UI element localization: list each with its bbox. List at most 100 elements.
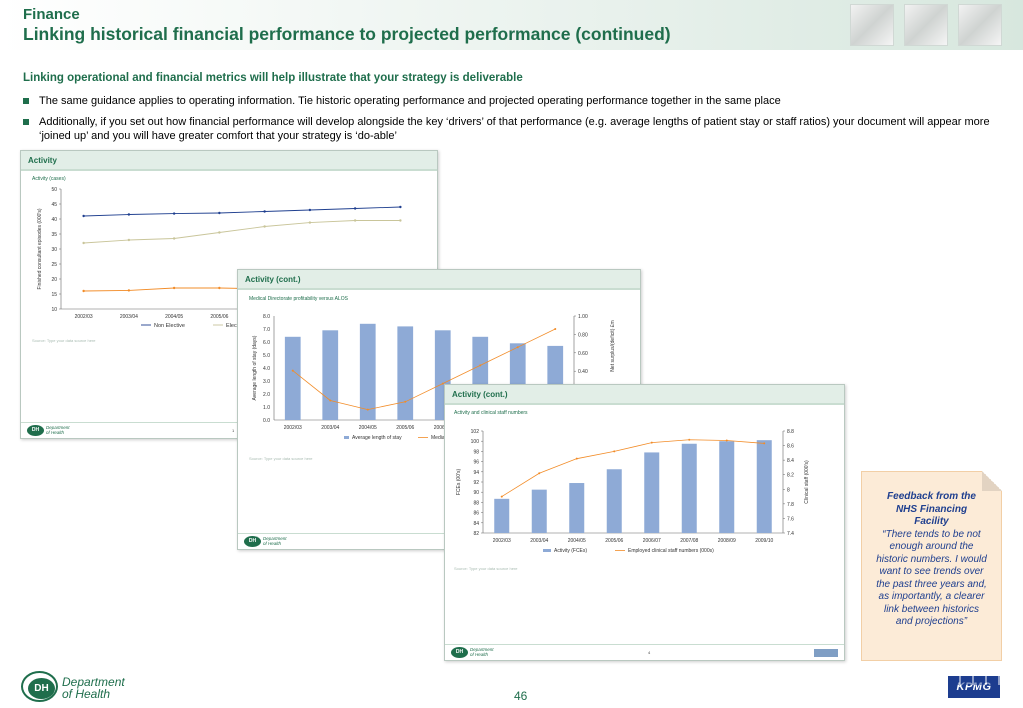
y2-tick-label: 8.2 [787, 473, 794, 479]
y-tick-label: 2.0 [263, 392, 270, 398]
y-tick-label: 88 [473, 500, 479, 506]
feedback-callout: Feedback from the NHS Financing Facility… [861, 471, 1002, 661]
slide-page-number: 1 [232, 428, 235, 433]
y2-tick-label: 7.6 [787, 516, 794, 522]
dh-mark: DH [451, 647, 468, 658]
dh-logo-small: DH Department of Health [451, 647, 507, 658]
y2-tick-label: 7.4 [787, 531, 794, 537]
source-note: Source: Type your data source here [454, 566, 518, 571]
data-point [263, 210, 266, 213]
x-tick-label: 2003/04 [530, 538, 548, 544]
y2-tick-label: 8 [787, 487, 790, 493]
data-point [172, 212, 176, 215]
x-tick-label: 2005/06 [210, 314, 228, 320]
y-tick-label: 90 [473, 490, 479, 496]
dh-logo-ring: DH [21, 671, 58, 702]
data-point [82, 214, 85, 218]
y-tick-label: 86 [473, 511, 479, 517]
y2-tick-label: 8.8 [787, 429, 794, 435]
legend-label: Activity (FCEs) [554, 548, 587, 554]
y-tick-label: 15 [51, 292, 57, 298]
slide-title: Activity [21, 151, 437, 171]
y-axis-label: FCEs (00's) [456, 469, 462, 496]
slide-footer: DH Department of Health [238, 533, 640, 549]
page-title: Linking historical financial performance… [23, 24, 671, 44]
data-point [500, 495, 503, 498]
y-tick-label: 7.0 [263, 327, 270, 333]
dh-wordmark: Department of Health [470, 647, 494, 657]
header-band: Finance Linking historical financial per… [0, 0, 1023, 50]
bar [644, 452, 660, 533]
y-tick-label: 10 [51, 307, 57, 313]
header-image [958, 4, 1002, 46]
series-line [83, 206, 401, 217]
data-point [399, 205, 402, 209]
legend-label: Elec [226, 323, 237, 329]
x-tick-label: 2008/09 [718, 538, 736, 544]
y-tick-label: 8.0 [263, 314, 270, 320]
kpmg-logo-small [814, 649, 838, 657]
bullet-text: The same guidance applies to operating i… [39, 95, 781, 107]
data-point [82, 289, 85, 293]
legend-label: Employed clinical staff numbers (000s) [628, 548, 714, 554]
bar [284, 336, 301, 420]
y-tick-label: 102 [471, 429, 480, 435]
x-tick-label: 2005/06 [396, 425, 414, 431]
y-axis-label: Average length of stay (days) [252, 335, 258, 400]
y-tick-label: 3.0 [263, 379, 270, 385]
dh-line2: of Health [62, 687, 111, 701]
legend-swatch [344, 436, 349, 439]
section-title: Finance [23, 6, 80, 23]
dh-wordmark: Department of Health [62, 676, 125, 700]
data-point [172, 286, 176, 290]
data-point [650, 441, 653, 444]
y-tick-label: 100 [471, 439, 480, 445]
x-tick-label: 2004/05 [165, 314, 183, 320]
data-point [399, 219, 402, 222]
dh-line1: Department [263, 536, 287, 541]
y2-tick-label: 7.8 [787, 502, 794, 508]
data-point [291, 369, 294, 372]
y-tick-label: 96 [473, 460, 479, 466]
page-number: 46 [514, 689, 528, 703]
y-tick-label: 6.0 [263, 340, 270, 346]
data-point [127, 213, 131, 216]
y-tick-label: 45 [51, 202, 57, 208]
bar [719, 441, 735, 533]
x-tick-label: 2002/03 [284, 425, 302, 431]
y2-tick-label: 8.6 [787, 444, 794, 450]
data-point [127, 238, 131, 242]
dh-wordmark: Department of Health [263, 536, 287, 546]
y2-tick-label: 1.00 [578, 314, 588, 320]
series-line [292, 328, 556, 411]
dh-wordmark: Department of Health [46, 425, 70, 435]
x-tick-label: 2006/07 [643, 538, 661, 544]
x-tick-label: 2006/07 [434, 425, 452, 431]
x-tick-label: 2002/03 [493, 538, 511, 544]
chart-title: Medical Directorate profitability versus… [249, 296, 348, 302]
data-point [172, 237, 176, 240]
y-axis-label: Finished consultant episodes (000's) [37, 208, 43, 289]
data-point [263, 225, 266, 228]
data-point [479, 364, 482, 367]
dh-logo-small: DH Department of Health [27, 425, 83, 436]
feedback-quote: “There tends to be not enough around the… [876, 528, 987, 628]
dh-line2: of Health [46, 430, 65, 435]
chart-title: Activity and clinical staff numbers [454, 410, 528, 416]
slide-page-number: 4 [648, 650, 651, 655]
bar [756, 440, 772, 533]
data-point [82, 241, 85, 245]
header-image [850, 4, 894, 46]
x-tick-label: 2002/03 [75, 314, 93, 320]
y-tick-label: 25 [51, 262, 57, 268]
page-fold-icon [982, 471, 1002, 491]
data-point [329, 399, 332, 402]
source-note: Source: Type your data source here [32, 338, 96, 343]
data-point [575, 457, 578, 460]
bar [606, 469, 622, 533]
data-point [404, 400, 407, 403]
bar [359, 323, 376, 420]
y2-axis-label: Net surplus/(deficit) £m [610, 320, 616, 371]
x-tick-label: 2004/05 [359, 425, 377, 431]
y-tick-label: 94 [473, 470, 479, 476]
